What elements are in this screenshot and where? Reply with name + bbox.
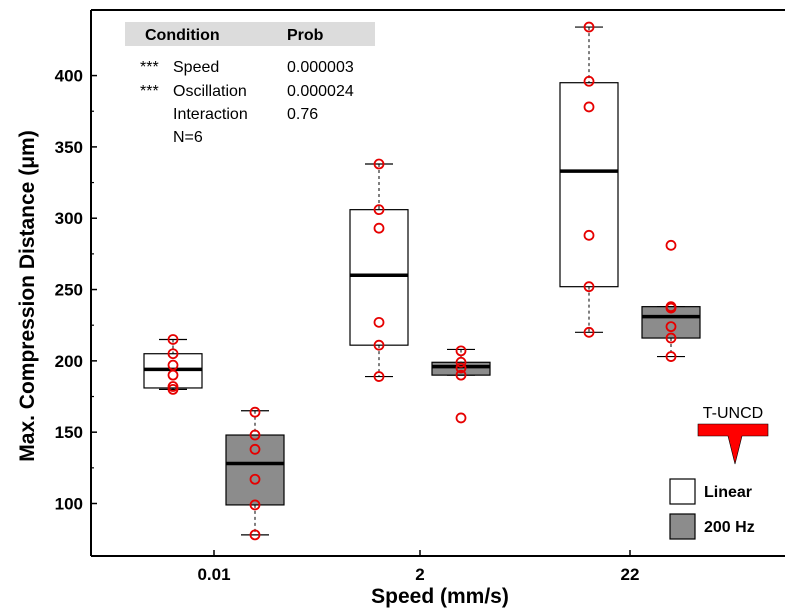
data-point <box>167 369 179 381</box>
data-point <box>167 348 179 360</box>
data-point <box>583 281 595 293</box>
y-tick-label: 300 <box>55 209 83 228</box>
data-point <box>665 239 677 251</box>
x-tick-label: 22 <box>621 565 640 584</box>
data-point <box>455 356 467 368</box>
stats-table-header-bg <box>125 22 375 46</box>
x-axis-title: Speed (mm/s) <box>371 585 509 608</box>
data-point <box>583 229 595 241</box>
data-point <box>373 316 385 328</box>
box-iqr <box>225 434 285 506</box>
data-point <box>249 529 261 541</box>
data-point <box>583 75 595 87</box>
stats-row-speed-sig: *** <box>140 59 159 76</box>
t-uncd-tip: T-UNCD <box>697 405 769 465</box>
legend-swatch-linear <box>669 478 696 505</box>
data-point <box>249 406 261 418</box>
tip-label: T-UNCD <box>703 405 763 422</box>
y-tick-label: 100 <box>55 495 83 514</box>
tip-shape-icon <box>697 423 769 465</box>
data-point <box>583 101 595 113</box>
y-tick-label: 200 <box>55 352 83 371</box>
box-linear-22 <box>559 26 619 333</box>
legend-label-linear: Linear <box>704 484 752 501</box>
data-point <box>373 222 385 234</box>
data-point <box>583 326 595 338</box>
data-point <box>249 429 261 441</box>
data-point <box>455 362 467 374</box>
stats-header-prob: Prob <box>287 27 324 44</box>
box-iqr <box>559 82 619 288</box>
y-axis-title: Max. Compression Distance (μm) <box>16 130 39 461</box>
stats-row-oscillation-condition: Oscillation <box>173 83 247 100</box>
box-iqr <box>349 209 409 346</box>
data-point <box>583 21 595 33</box>
data-point <box>665 321 677 333</box>
stats-header-condition: Condition <box>145 27 220 44</box>
stats-row-speed-condition: Speed <box>173 59 219 76</box>
data-point <box>249 443 261 455</box>
data-point <box>249 499 261 511</box>
stats-row-oscillation-prob: 0.000024 <box>287 83 354 100</box>
data-point <box>373 158 385 170</box>
stats-row-speed-prob: 0.000003 <box>287 59 354 76</box>
legend-swatch-200hz <box>669 513 696 540</box>
y-tick-label: 150 <box>55 423 83 442</box>
data-point <box>665 332 677 344</box>
stats-note: N=6 <box>173 129 203 146</box>
data-point <box>167 359 179 371</box>
data-point <box>455 412 467 424</box>
legend: Linear 200 Hz <box>669 478 755 540</box>
box-200hz-0.01 <box>225 410 285 536</box>
x-tick-label: 2 <box>415 565 424 584</box>
boxes-group <box>143 26 701 536</box>
y-tick-label: 400 <box>55 67 83 86</box>
x-tick-label: 0.01 <box>197 565 230 584</box>
data-point <box>665 302 677 314</box>
data-point <box>249 473 261 485</box>
stats-row-oscillation-sig: *** <box>140 83 159 100</box>
stats-row-interaction-prob: 0.76 <box>287 106 318 123</box>
data-point <box>665 351 677 362</box>
data-point <box>455 369 467 381</box>
stats-table: Condition Prob *** Speed 0.000003 *** Os… <box>125 22 375 146</box>
box-linear-2 <box>349 163 409 378</box>
y-tick-label: 350 <box>55 138 83 157</box>
legend-label-200hz: 200 Hz <box>704 519 755 536</box>
data-point <box>373 371 385 382</box>
data-point <box>455 345 467 357</box>
data-point <box>373 339 385 351</box>
data-point <box>167 383 179 395</box>
y-tick-label: 250 <box>55 281 83 300</box>
stats-row-interaction-condition: Interaction <box>173 106 248 123</box>
data-point <box>167 334 179 345</box>
data-points-group <box>167 21 677 541</box>
data-point <box>373 204 385 216</box>
